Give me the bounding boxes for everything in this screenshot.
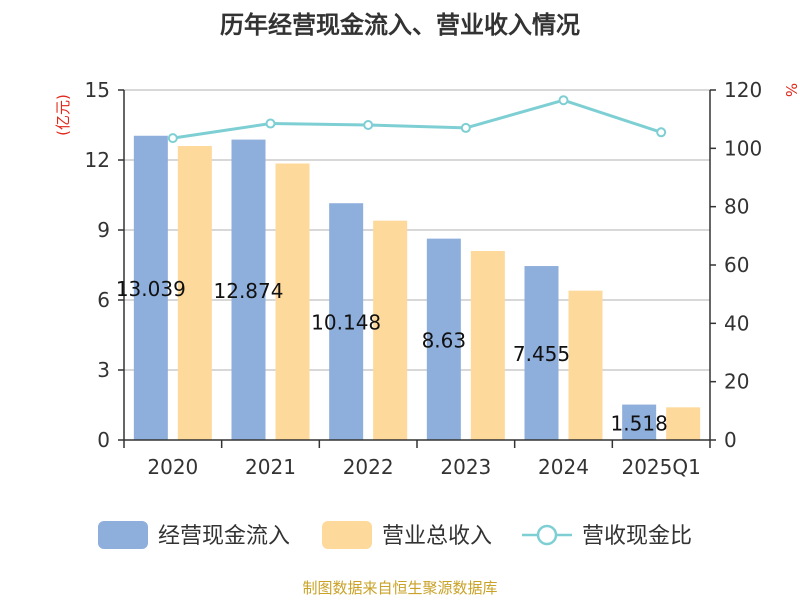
- legend-label: 经营现金流入: [158, 524, 290, 549]
- ratio-point: [265, 118, 276, 129]
- data-label: 13.039: [116, 277, 186, 301]
- y-left-tick-label: 3: [97, 358, 110, 382]
- y-right-unit-label: %: [782, 83, 800, 97]
- y-right-tick-label: 100: [724, 136, 762, 160]
- axes: 0 3 6 9 12 15 0 20 40 60 80 100 120 2020 2021 2022 2023 2…: [85, 78, 763, 479]
- chart-title: 历年经营现金流入、营业收入情况: [220, 11, 580, 39]
- y-right-tick-label: 80: [724, 195, 749, 219]
- ratio-point: [558, 95, 569, 106]
- legend: 经营现金流入 营业总收入 营收现金比: [98, 521, 692, 549]
- y-left-unit-label: (亿元): [54, 94, 72, 136]
- data-label: 8.63: [422, 328, 467, 352]
- x-tick-label: 2022: [343, 455, 394, 479]
- legend-label: 营收现金比: [582, 524, 692, 549]
- bars: [133, 135, 701, 441]
- x-tick-label: 2024: [538, 455, 589, 479]
- ratio-point: [656, 127, 667, 138]
- y-left-tick-label: 0: [97, 428, 110, 452]
- legend-swatch: [322, 521, 372, 549]
- ratio-line: [172, 98, 662, 140]
- bar-cash-inflow: [231, 139, 266, 440]
- bar-cash-inflow: [329, 203, 364, 440]
- legend-label: 营业总收入: [382, 524, 492, 549]
- bar-cash-inflow: [524, 266, 559, 440]
- footer-source: 制图数据来自恒生聚源数据库: [302, 579, 497, 597]
- legend-swatch: [98, 521, 148, 549]
- data-label: 7.455: [513, 342, 570, 366]
- data-label: 10.148: [311, 311, 381, 335]
- grid: [124, 89, 710, 371]
- y-right-tick-label: 60: [724, 253, 749, 277]
- bar-cash-inflow: [133, 135, 168, 441]
- y-right-tick-label: 120: [724, 78, 762, 102]
- bar-revenue: [373, 220, 408, 440]
- ratio-point: [363, 120, 374, 130]
- y-right-tick-label: 40: [724, 311, 749, 335]
- data-label: 12.874: [214, 279, 284, 303]
- x-tick-label: 2023: [440, 455, 491, 479]
- bar-revenue: [275, 163, 310, 440]
- data-label: 1.518: [611, 411, 668, 435]
- y-left-tick-label: 15: [85, 78, 110, 102]
- line-series: [167, 95, 667, 144]
- ratio-point: [167, 133, 178, 144]
- x-tick-label: 2021: [245, 455, 296, 479]
- bar-revenue: [568, 290, 603, 440]
- y-right-tick-label: 0: [724, 428, 737, 452]
- x-tick-label: 2025Q1: [621, 455, 700, 479]
- y-left-tick-label: 9: [97, 218, 110, 242]
- bar-revenue: [470, 251, 505, 440]
- data-labels: 13.039 12.874 10.148 8.63 7.455 1.518: [116, 277, 668, 435]
- legend-marker: [536, 524, 558, 546]
- bar-cash-inflow: [426, 238, 461, 440]
- y-left-tick-label: 12: [85, 148, 110, 172]
- bar-revenue: [666, 407, 701, 440]
- x-tick-label: 2020: [147, 455, 198, 479]
- bar-cash-inflow: [622, 404, 657, 440]
- y-right-tick-label: 20: [724, 370, 749, 394]
- bar-revenue: [177, 146, 212, 440]
- y-left-tick-label: 6: [97, 288, 110, 312]
- ratio-point: [460, 122, 471, 133]
